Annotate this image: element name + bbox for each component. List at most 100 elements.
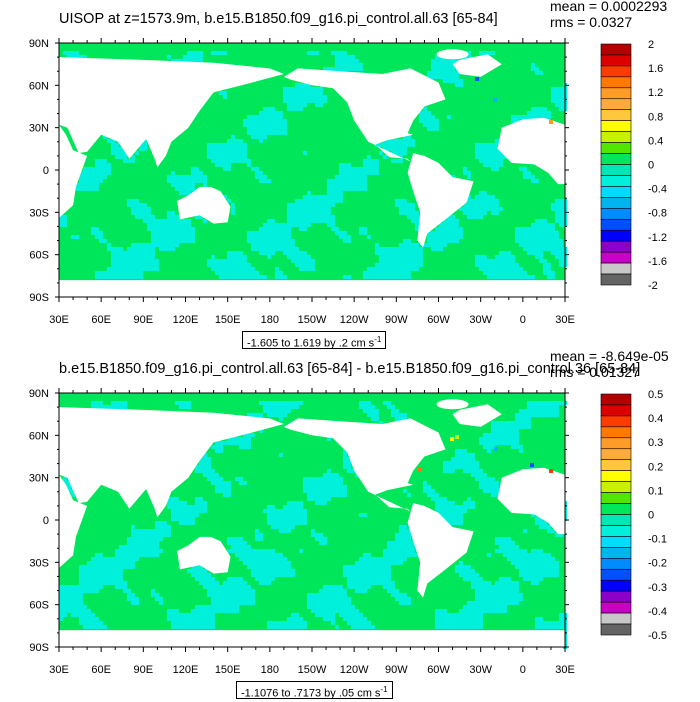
x-tick-label: 90E	[134, 664, 154, 676]
rms-value: rms = 0.0327	[550, 14, 633, 30]
stats-readout: mean = -8.649e-05 rms = 0.01327	[550, 349, 669, 381]
x-tick-label: 30E	[49, 314, 69, 326]
land-mask	[59, 474, 88, 568]
x-tick-label: 60E	[91, 664, 111, 676]
colorbar-swatch	[600, 536, 632, 548]
rms-value: rms = 0.01327	[550, 364, 640, 380]
plot-title: UISOP at z=1573.9m, b.e15.B1850.f09_g16.…	[59, 11, 498, 27]
colorbar-swatch	[600, 186, 632, 198]
colorbar-swatch	[600, 251, 632, 264]
land-mask	[59, 280, 565, 297]
colorbar-swatch	[600, 153, 632, 165]
x-tick-label: 120E	[173, 314, 199, 326]
colorbar-swatch	[600, 218, 632, 231]
colorbar-swatch	[600, 426, 632, 439]
colorbar-label: -0.2	[648, 558, 667, 570]
colorbar-swatch	[600, 98, 632, 111]
y-tick-label: 0	[43, 165, 49, 177]
land-mask	[452, 54, 502, 77]
colorbar-label: 0.5	[648, 389, 663, 401]
y-tick-label: 90S	[29, 642, 49, 654]
y-tick-label: 0	[43, 515, 49, 527]
anomaly-cell	[494, 447, 498, 451]
anomaly-cell	[475, 77, 479, 81]
x-tick-label: 150W	[298, 664, 327, 676]
land-mask	[283, 68, 446, 162]
field-cells	[59, 51, 567, 279]
colorbar-swatch	[600, 65, 632, 78]
land-mask	[452, 404, 502, 427]
x-tick-label: 60E	[91, 314, 111, 326]
colorbar-swatch	[600, 54, 632, 67]
colorbar-label: 0.8	[648, 111, 663, 123]
range-label: -1.1076 to .7173 by .05 cm s	[241, 687, 381, 700]
colorbar-swatch	[600, 393, 632, 406]
x-tick-label: 30W	[469, 664, 492, 676]
colorbar-label: -0.8	[648, 208, 667, 220]
y-tick-label: 30S	[29, 207, 49, 219]
arctic-mask	[436, 399, 469, 410]
field-cells	[59, 401, 567, 649]
x-tick-label: 120W	[340, 314, 369, 326]
land-mask	[497, 117, 565, 185]
colorbar-swatch	[600, 164, 632, 176]
top-map-panel: 90N 60N 30N 0 30S 60S 90S 30E 60E 90E 120E 150E 180 1…	[0, 0, 700, 350]
bottom-map-panel: 90N 60N 30N 0 30S 60S 90S 30E 60E 90E 120E 150E 180 1…	[0, 349, 700, 700]
land-mask	[497, 467, 565, 535]
y-tick-label: 60N	[29, 80, 49, 92]
colorbar-swatch	[600, 590, 632, 603]
colorbar-label: 0.1	[648, 485, 663, 497]
colorbar-label: -0.3	[648, 582, 667, 594]
x-tick-label: 30E	[555, 314, 575, 326]
x-tick-label: 0	[520, 314, 526, 326]
plot-title: b.e15.B1850.f09_g16.pi_control.all.63 [6…	[59, 361, 641, 377]
colorbar-label: 0.3	[648, 437, 663, 449]
colorbar-swatch	[600, 208, 632, 220]
mean-value: mean = -8.649e-05	[550, 348, 669, 364]
land-mask	[177, 186, 231, 224]
y-tick-label: 90S	[29, 292, 49, 304]
y-tick-label: 30N	[29, 123, 49, 135]
colorbar-swatch	[600, 87, 632, 100]
colorbar-swatch	[600, 175, 632, 187]
y-tick-label: 30N	[29, 473, 49, 485]
y-tick-label: 60S	[29, 250, 49, 262]
colorbar-swatch	[600, 601, 632, 614]
colorbar-swatch	[600, 525, 632, 537]
x-tick-label: 120E	[173, 664, 199, 676]
colorbar-swatch	[600, 76, 632, 89]
land-mask	[407, 503, 474, 598]
anomaly-cell	[418, 467, 422, 471]
land-mask	[59, 630, 565, 647]
colorbar-swatch	[600, 623, 632, 636]
colorbar-label: -0.4	[648, 184, 667, 196]
colorbar-label: 1.6	[648, 63, 663, 75]
colorbar-label: 0.4	[648, 135, 663, 147]
colorbar-label: -1.2	[648, 232, 667, 244]
colorbar-label: -0.4	[648, 606, 667, 618]
land-mask	[283, 418, 446, 512]
colorbar-label: 2	[648, 39, 654, 51]
x-tick-label: 150W	[298, 314, 327, 326]
land-mask	[407, 153, 474, 248]
range-unit-superscript: -1	[374, 335, 382, 344]
colorbar-swatch	[600, 197, 632, 209]
x-tick-label: 150E	[215, 664, 241, 676]
x-tick-label: 30E	[555, 664, 575, 676]
colorbar-swatch	[600, 43, 632, 56]
x-tick-label: 180	[261, 664, 279, 676]
x-tick-label: 180	[261, 314, 279, 326]
colorbar-swatch	[600, 558, 632, 570]
colorbar-label: 0.2	[648, 461, 663, 473]
range-label: -1.605 to 1.619 by .2 cm s	[247, 337, 375, 350]
colorbar-swatch	[600, 459, 632, 471]
colorbar-swatch	[600, 503, 632, 515]
colorbar-label: -1.6	[648, 256, 667, 268]
colorbar-swatch	[600, 568, 632, 581]
colorbar-label: -0.5	[648, 630, 667, 642]
colorbar-swatch	[600, 229, 632, 242]
arctic-mask	[436, 49, 469, 60]
x-tick-label: 90E	[134, 314, 154, 326]
